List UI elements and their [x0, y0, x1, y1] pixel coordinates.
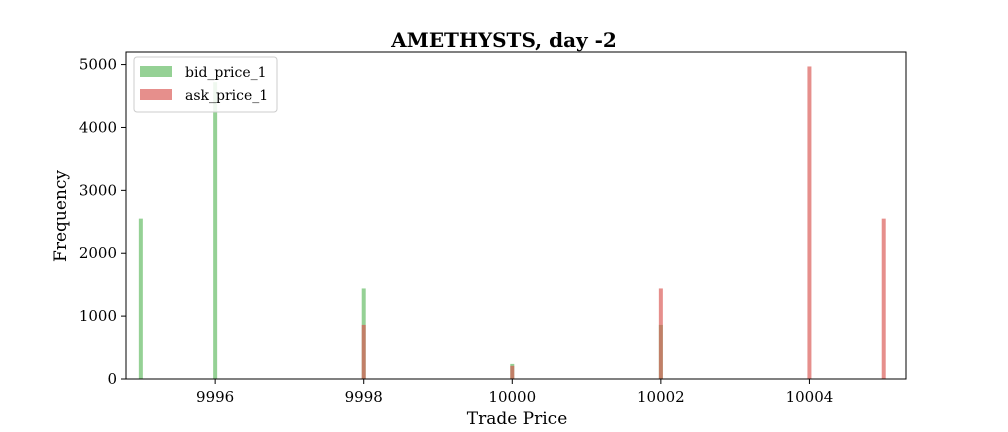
bar-bid-price-1-9995 [138, 218, 143, 379]
x-tick-label: 10004 [786, 388, 834, 406]
y-tick-label: 2000 [79, 244, 117, 262]
legend-swatch-bid-price [140, 66, 172, 77]
bars-group [138, 66, 886, 379]
x-axis-ticks: 9996 9998 10000 10002 10004 [196, 379, 833, 406]
bar-ask-price-1-9998 [361, 324, 366, 379]
x-tick-label: 10002 [637, 388, 685, 406]
bar-ask-price-1-10005 [881, 218, 886, 379]
bar-bid-price-1-9996 [213, 82, 218, 379]
x-tick-label: 9996 [196, 388, 234, 406]
y-tick-label: 1000 [79, 307, 117, 325]
bar-ask-price-1-10004 [807, 66, 812, 379]
chart-title: AMETHYSTS, day -2 [390, 28, 617, 52]
legend-label-bid-price: bid_price_1 [185, 65, 267, 81]
y-axis-ticks: 0 1000 2000 3000 4000 5000 [79, 56, 126, 388]
plot-area-frame [125, 51, 907, 380]
y-tick-label: 4000 [79, 118, 117, 136]
x-axis-label: Trade Price [467, 409, 568, 429]
legend: bid_price_1 ask_price_1 [133, 56, 278, 113]
legend-label-ask-price: ask_price_1 [185, 88, 268, 104]
x-tick-label: 9998 [345, 388, 383, 406]
legend-swatch-ask-price [140, 89, 172, 100]
bar-ask-price-1-10002 [658, 288, 663, 379]
y-tick-label: 5000 [79, 56, 117, 74]
y-axis-label: Frequency [51, 170, 71, 262]
y-tick-label: 3000 [79, 181, 117, 199]
x-tick-label: 10000 [488, 388, 536, 406]
y-tick-label: 0 [107, 370, 117, 388]
bar-ask-price-1-10000 [510, 365, 515, 379]
